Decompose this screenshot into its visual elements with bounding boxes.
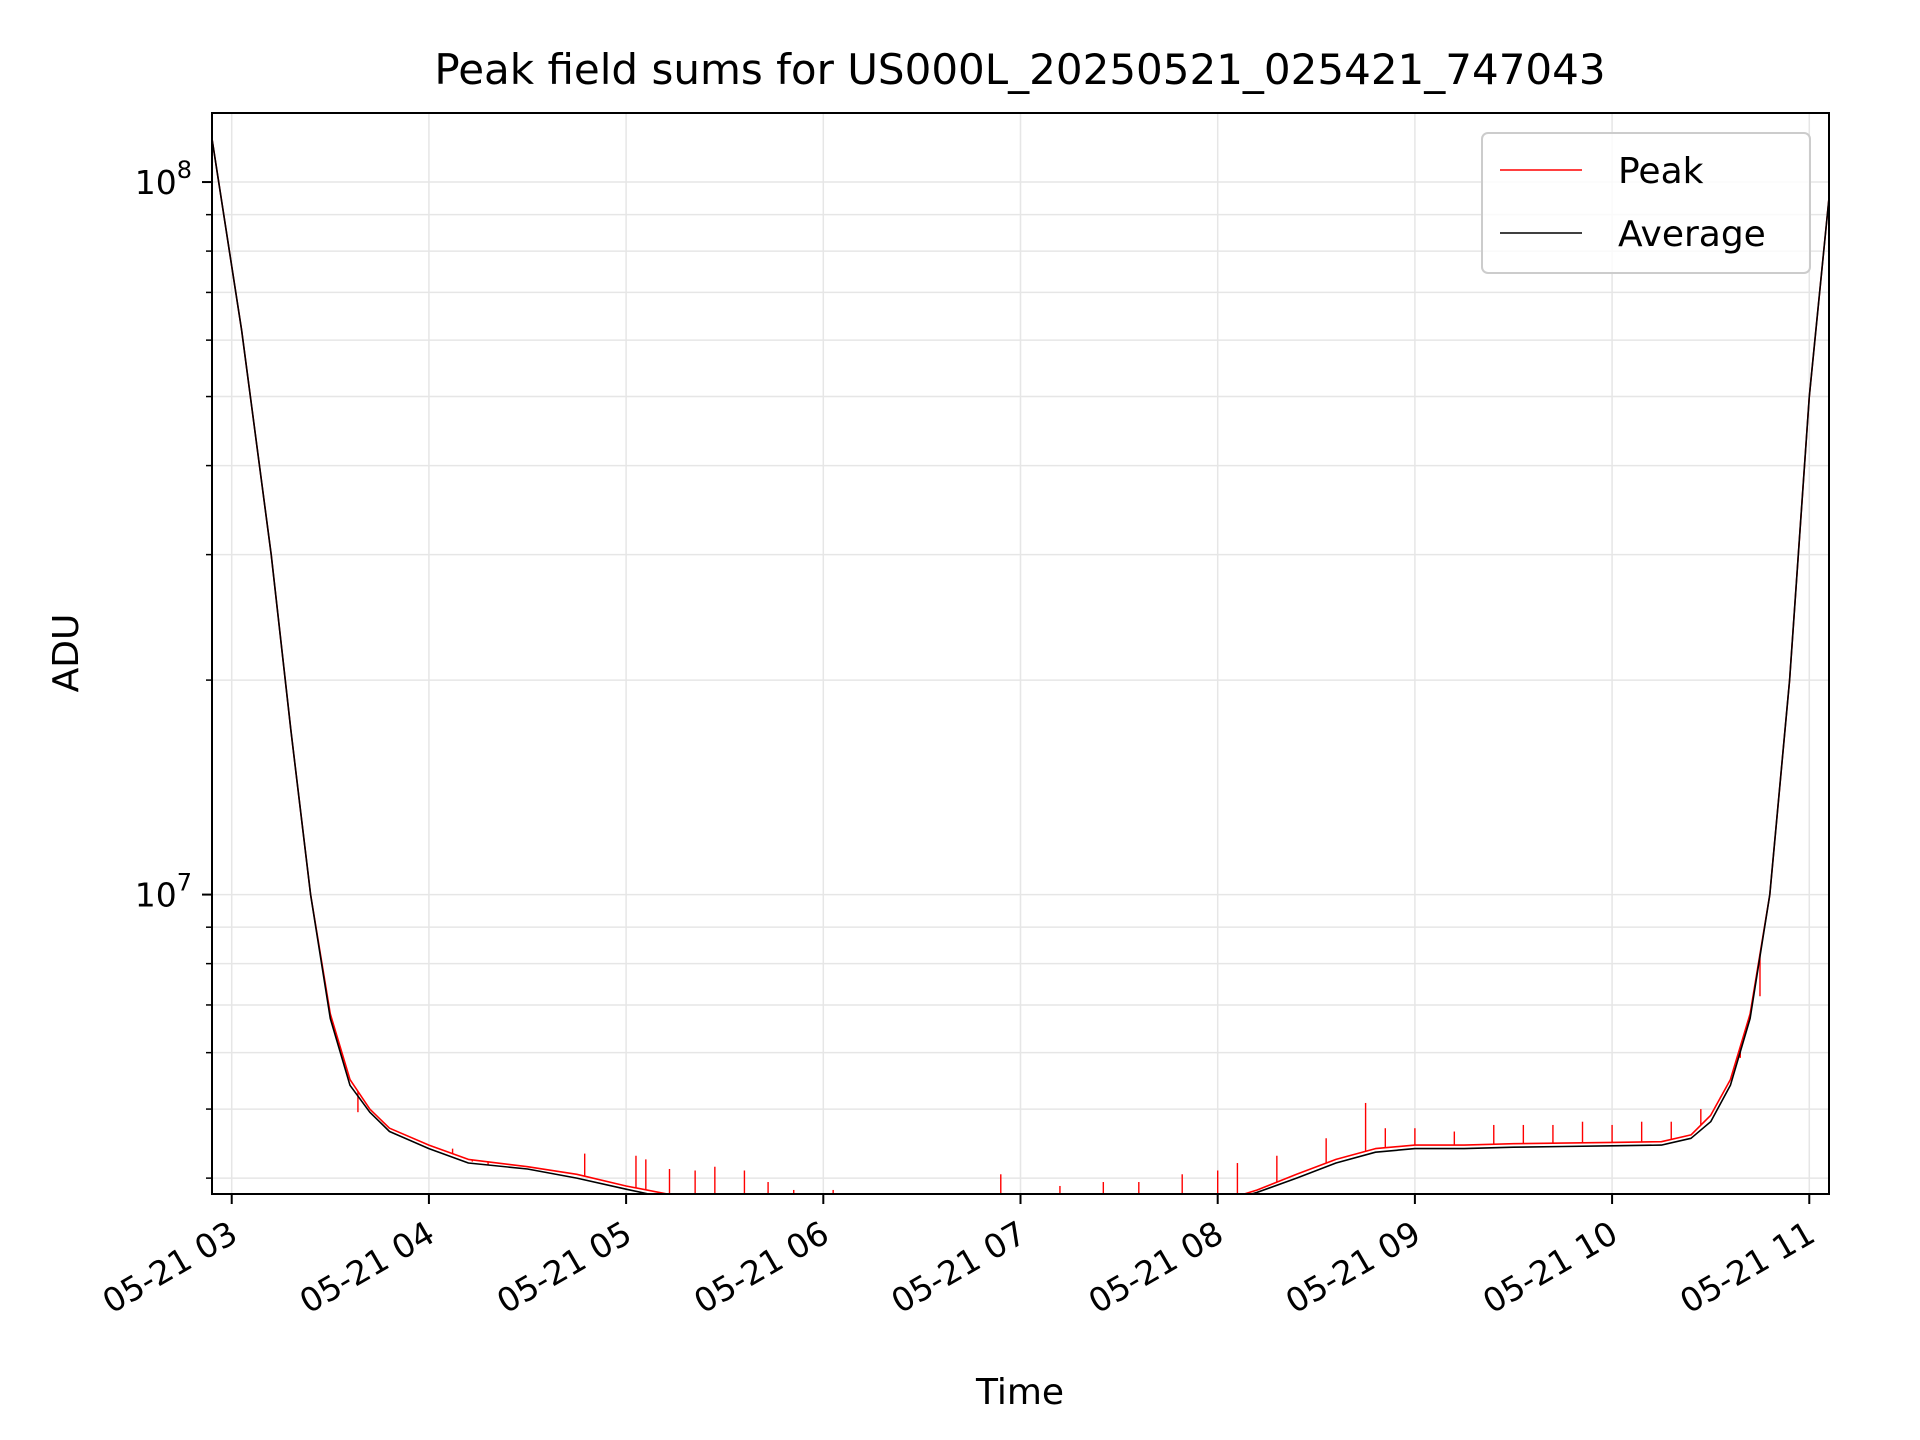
y-tick-label-exponent: 7 xyxy=(177,869,192,897)
y-tick-label: 107 xyxy=(135,869,192,915)
series-holder xyxy=(212,138,1829,1194)
series-group xyxy=(212,138,1829,1194)
legend-average-label: Average xyxy=(1618,214,1766,255)
y-tick-label-base: 10 xyxy=(135,163,177,202)
legend-peak-label: Peak xyxy=(1618,151,1704,192)
y-tick-label: 108 xyxy=(135,156,192,202)
legend-box xyxy=(1481,132,1811,274)
y-axis-label: ADU xyxy=(46,614,87,693)
series-peak-line xyxy=(212,138,1829,1194)
y-tick-label-exponent: 8 xyxy=(177,156,192,184)
chart-title: Peak field sums for US000L_20250521_0254… xyxy=(434,45,1605,94)
legend: Peak Average xyxy=(1481,132,1811,274)
x-axis-label: Time xyxy=(975,1372,1064,1413)
y-tick-label-base: 10 xyxy=(135,876,177,915)
grid xyxy=(212,113,1829,1194)
series-average-line xyxy=(212,138,1829,1194)
